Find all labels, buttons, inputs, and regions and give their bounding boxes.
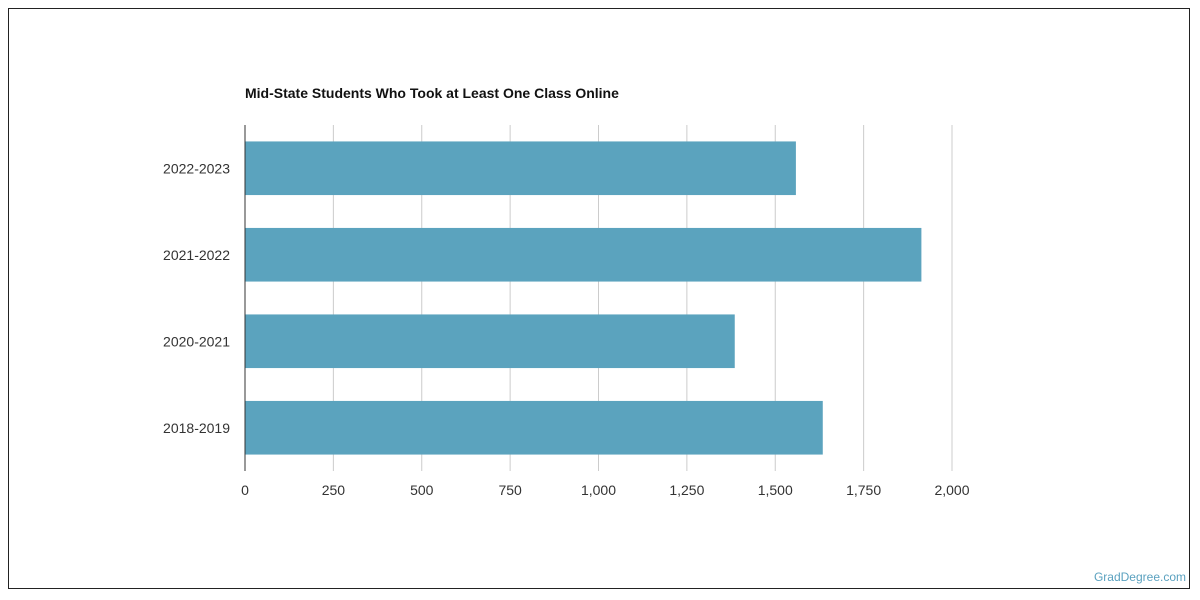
category-label: 2022-2023 [163,160,230,176]
x-tick-label: 1,750 [846,482,881,498]
bar [245,314,735,369]
category-label: 2018-2019 [163,420,230,436]
x-tick-label: 250 [322,482,346,498]
x-tick-label: 1,000 [581,482,616,498]
x-tick-label: 500 [410,482,434,498]
category-label: 2021-2022 [163,247,230,263]
bar [245,141,796,196]
category-label: 2020-2021 [163,333,230,349]
watermark: GradDegree.com [1093,570,1186,584]
x-tick-label: 0 [241,482,249,498]
x-tick-label: 1,500 [758,482,793,498]
bar [245,400,823,455]
labels: 0 250 500 750 1,000 1,250 1,500 1,750 2,000 2022-… [163,160,970,498]
chart-title: Mid-State Students Who Took at Least One… [245,85,619,101]
x-tick-label: 2,000 [934,482,969,498]
bars [245,141,922,455]
x-tick-label: 1,250 [669,482,704,498]
x-tick-label: 750 [498,482,522,498]
bar [245,227,922,282]
